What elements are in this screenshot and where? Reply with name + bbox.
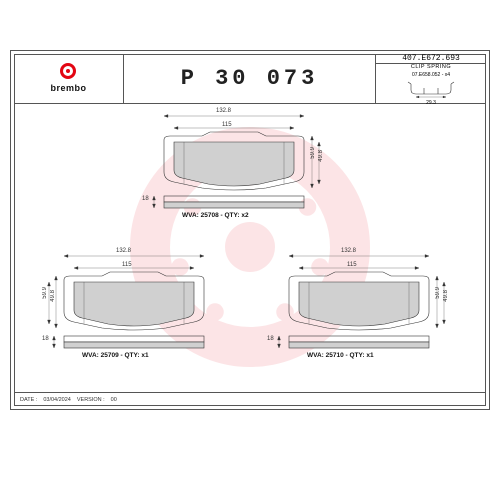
pad-top-inner-w: 115 [222,122,232,128]
clip-spring-drawing [406,80,456,98]
pad-left-outer-w: 132.8 [116,248,131,254]
footer-date-label: DATE : [20,397,37,403]
pad-right-wva: WVA: 25710 - QTY: x1 [307,352,374,359]
pad-right-ih: 49.8 [443,290,449,302]
logo-cell: brembo [14,54,124,103]
drawing-body: 132.8 115 [14,104,486,390]
page-root: brembo P 30 073 407.E672.693 CLIP SPRING… [0,0,500,500]
footer-version: 00 [111,397,117,403]
drawing-canvas: brembo P 30 073 407.E672.693 CLIP SPRING… [10,50,490,410]
pad-top-ih: 49.8 [318,150,324,162]
pad-left-ih: 49.8 [50,290,56,302]
brand-text: brembo [50,83,86,93]
pad-right: 132.8 115 [269,252,449,352]
reference-number: 407.E672.693 [402,54,460,63]
clip-spring-title: CLIP SPRING [411,64,451,70]
pad-left-drawing [44,252,224,352]
pad-left-h: 59.9 [42,287,48,299]
footer-version-label: VERSION : [77,397,105,403]
footer-date: 03/04/2024 [43,397,71,403]
pad-top-wva: WVA: 25708 - QTY: x2 [182,212,249,219]
reference-cell: 407.E672.693 [376,54,486,64]
pad-right-drawing [269,252,449,352]
pad-left-inner-w: 115 [122,262,132,268]
title-block: brembo P 30 073 407.E672.693 CLIP SPRING… [14,54,486,104]
pad-top-drawing [144,112,324,212]
pad-left-wva: WVA: 25709 - QTY: x1 [82,352,149,359]
part-number-cell: P 30 073 [124,54,376,103]
part-number: P 30 073 [181,66,319,91]
pad-right-outer-w: 132.8 [341,248,356,254]
clip-spring-cell: CLIP SPRING 07.E658.052 - x4 29.3 [376,64,486,106]
footer-block: DATE : 03/04/2024 VERSION : 00 [14,392,486,406]
pad-top-thick: 18 [142,196,149,202]
pad-right-h: 59.9 [435,287,441,299]
pad-right-inner-w: 115 [347,262,357,268]
pad-right-thick: 18 [267,336,274,342]
brembo-disc-icon [60,63,76,79]
pad-left: 132.8 115 [44,252,224,352]
pad-left-thick: 18 [42,336,49,342]
header-right: 407.E672.693 CLIP SPRING 07.E658.052 - x… [376,54,486,103]
pad-top-h: 59.9 [310,147,316,159]
pad-top: 132.8 115 [144,112,324,212]
pad-top-outer-w: 132.8 [216,108,231,114]
clip-spring-code: 07.E658.052 - x4 [412,72,450,78]
brand-logo: brembo [50,65,86,93]
